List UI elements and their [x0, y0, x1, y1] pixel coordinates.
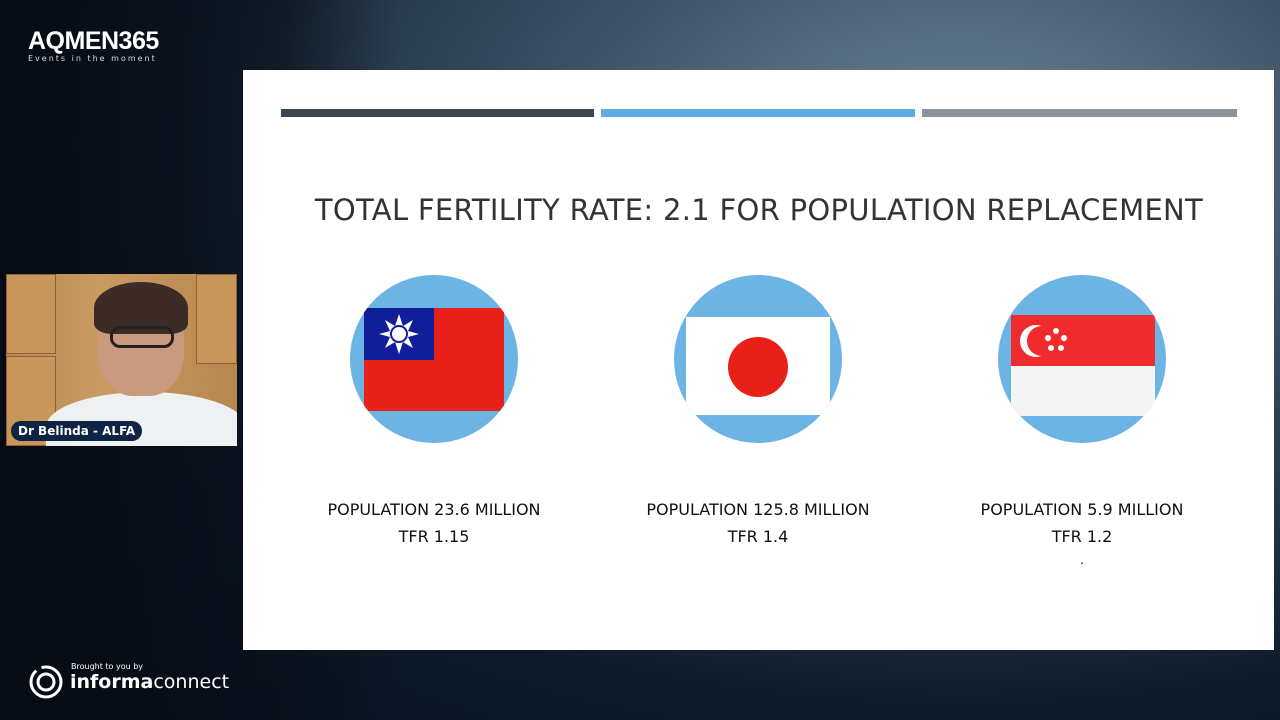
- population-text: POPULATION 5.9 MILLION: [980, 500, 1184, 519]
- taiwan-caption: POPULATION 23.6 MILLION TFR 1.15: [284, 496, 584, 550]
- population-text: POPULATION 125.8 MILLION: [646, 500, 870, 519]
- brand-text: informaconnect: [70, 671, 229, 693]
- population-text: POPULATION 23.6 MILLION: [327, 500, 541, 519]
- singapore-caption: POPULATION 5.9 MILLION TFR 1.2 .: [932, 496, 1232, 570]
- taiwan-flag: [364, 308, 504, 411]
- accent-bar-dark: [281, 109, 594, 117]
- tfr-text: TFR 1.2: [1051, 527, 1113, 546]
- singapore-flag-circle: [998, 275, 1166, 443]
- brand-rest: connect: [153, 671, 230, 693]
- tfr-text: TFR 1.4: [727, 527, 789, 546]
- brought-to-you-text: Brought to you by: [71, 662, 144, 671]
- speaker-name-badge: Dr Belinda - ALFA: [11, 421, 143, 441]
- japan-flag: [686, 317, 830, 415]
- japan-caption: POPULATION 125.8 MILLION TFR 1.4: [608, 496, 908, 550]
- accent-bar-gray: [922, 109, 1237, 117]
- brand-bold: informa: [70, 671, 154, 693]
- logo-text: AQMEN365: [28, 27, 159, 55]
- presentation-slide: TOTAL FERTILITY RATE: 2.1 FOR POPULATION…: [243, 70, 1274, 650]
- informa-circle-icon: [29, 665, 63, 699]
- aqmen365-logo: AQMEN365 Events in the moment: [28, 28, 159, 63]
- logo-tagline: Events in the moment: [28, 54, 157, 63]
- note-text: .: [1080, 553, 1084, 567]
- tfr-text: TFR 1.15: [398, 527, 470, 546]
- singapore-flag: [1011, 315, 1155, 416]
- japan-flag-circle: [674, 275, 842, 443]
- accent-bar-blue: [601, 109, 915, 117]
- taiwan-flag-circle: [350, 275, 518, 443]
- slide-title: TOTAL FERTILITY RATE: 2.1 FOR POPULATION…: [314, 193, 1204, 227]
